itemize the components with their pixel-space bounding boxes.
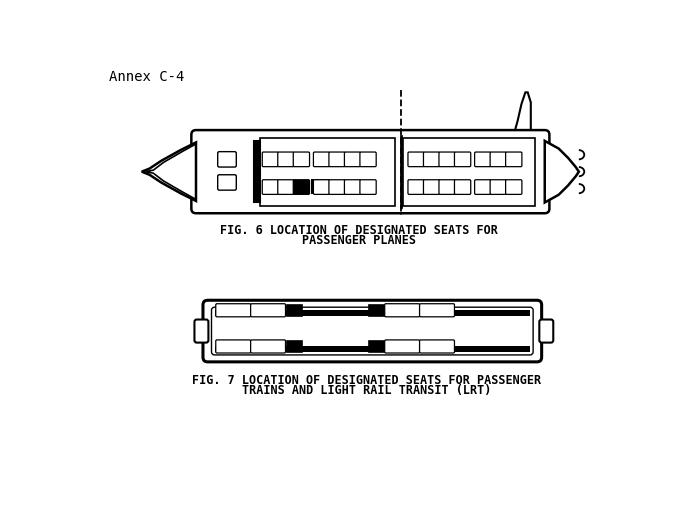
FancyBboxPatch shape bbox=[278, 152, 294, 167]
FancyBboxPatch shape bbox=[203, 300, 542, 362]
FancyBboxPatch shape bbox=[344, 180, 360, 194]
FancyBboxPatch shape bbox=[360, 180, 376, 194]
Text: TRAINS AND LIGHT RAIL TRANSIT (LRT): TRAINS AND LIGHT RAIL TRANSIT (LRT) bbox=[241, 384, 491, 397]
FancyBboxPatch shape bbox=[216, 340, 251, 353]
FancyBboxPatch shape bbox=[419, 304, 454, 317]
FancyBboxPatch shape bbox=[251, 304, 286, 317]
FancyBboxPatch shape bbox=[314, 152, 330, 167]
FancyBboxPatch shape bbox=[454, 180, 470, 194]
FancyBboxPatch shape bbox=[505, 180, 522, 194]
Polygon shape bbox=[514, 92, 531, 135]
Polygon shape bbox=[545, 141, 579, 203]
Bar bbox=[215, 310, 530, 315]
FancyBboxPatch shape bbox=[475, 180, 491, 194]
FancyBboxPatch shape bbox=[191, 130, 550, 213]
FancyBboxPatch shape bbox=[218, 175, 237, 190]
FancyBboxPatch shape bbox=[195, 320, 209, 343]
Bar bbox=[312, 179, 328, 194]
FancyBboxPatch shape bbox=[278, 180, 294, 194]
FancyBboxPatch shape bbox=[439, 180, 455, 194]
FancyBboxPatch shape bbox=[408, 152, 424, 167]
FancyBboxPatch shape bbox=[408, 180, 424, 194]
FancyBboxPatch shape bbox=[293, 180, 309, 194]
FancyBboxPatch shape bbox=[490, 180, 506, 194]
Bar bbox=[287, 341, 302, 352]
FancyBboxPatch shape bbox=[262, 180, 279, 194]
FancyBboxPatch shape bbox=[475, 152, 491, 167]
FancyBboxPatch shape bbox=[419, 340, 454, 353]
FancyBboxPatch shape bbox=[424, 152, 440, 167]
FancyBboxPatch shape bbox=[329, 152, 345, 167]
FancyBboxPatch shape bbox=[385, 304, 419, 317]
FancyBboxPatch shape bbox=[360, 152, 376, 167]
FancyBboxPatch shape bbox=[262, 152, 279, 167]
FancyBboxPatch shape bbox=[505, 152, 522, 167]
Polygon shape bbox=[141, 143, 196, 201]
FancyBboxPatch shape bbox=[454, 152, 470, 167]
Text: Annex C-4: Annex C-4 bbox=[109, 70, 185, 84]
FancyBboxPatch shape bbox=[216, 304, 251, 317]
FancyBboxPatch shape bbox=[314, 180, 330, 194]
Bar bbox=[287, 305, 302, 315]
Text: FIG. 7 LOCATION OF DESIGNATED SEATS FOR PASSENGER: FIG. 7 LOCATION OF DESIGNATED SEATS FOR … bbox=[192, 374, 541, 387]
Bar bbox=[260, 138, 395, 206]
Text: PASSENGER PLANES: PASSENGER PLANES bbox=[302, 234, 416, 247]
FancyBboxPatch shape bbox=[439, 152, 455, 167]
FancyBboxPatch shape bbox=[218, 152, 237, 167]
FancyBboxPatch shape bbox=[329, 180, 345, 194]
Bar bbox=[369, 341, 384, 352]
FancyBboxPatch shape bbox=[293, 152, 309, 167]
Text: FIG. 6 LOCATION OF DESIGNATED SEATS FOR: FIG. 6 LOCATION OF DESIGNATED SEATS FOR bbox=[220, 224, 498, 237]
FancyBboxPatch shape bbox=[211, 307, 533, 355]
Bar bbox=[403, 138, 536, 206]
FancyBboxPatch shape bbox=[424, 180, 440, 194]
FancyBboxPatch shape bbox=[344, 152, 360, 167]
FancyBboxPatch shape bbox=[539, 320, 553, 343]
FancyBboxPatch shape bbox=[490, 152, 506, 167]
Bar bbox=[215, 346, 530, 352]
Bar bbox=[369, 305, 384, 315]
FancyBboxPatch shape bbox=[251, 340, 286, 353]
Bar bbox=[254, 141, 260, 203]
FancyBboxPatch shape bbox=[385, 340, 419, 353]
